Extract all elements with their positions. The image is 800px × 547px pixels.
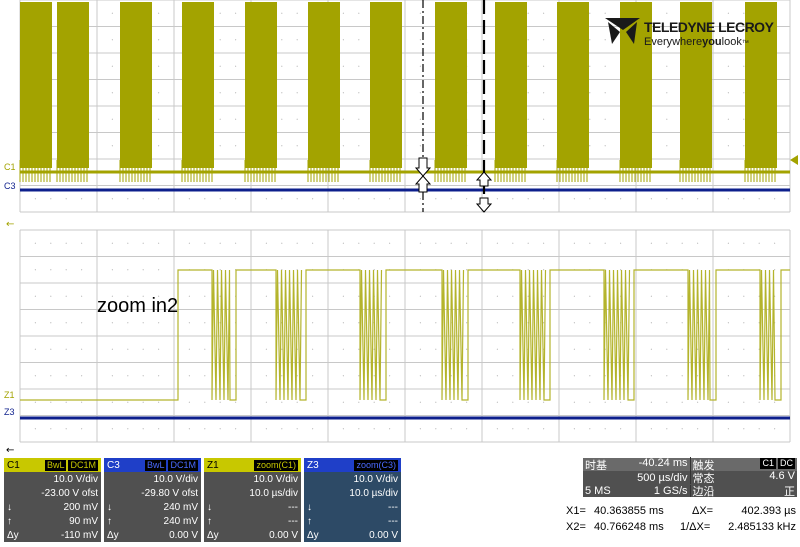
bottom-arrow-icon: ← xyxy=(6,445,14,456)
inv-dx-label: 1/ΔX= xyxy=(680,521,711,533)
brand-name: TELEDYNE LECROY xyxy=(644,19,775,35)
z1-channel-label: Z1 xyxy=(4,390,15,400)
cursor-down-label: ↓ xyxy=(7,501,12,513)
channel-offset: 10.0 µs/div xyxy=(349,487,398,499)
cursor-up-value: --- xyxy=(288,515,298,527)
channel-vdiv: 10.0 V/div xyxy=(353,473,398,485)
brand-tagline: Everywhereyoulook™ xyxy=(644,36,749,48)
timebase-per-div: 500 µs/div xyxy=(583,471,691,484)
x1-label: X1= xyxy=(566,505,586,517)
trigger-slope-label: 边沿 xyxy=(692,485,715,498)
channel-vdiv: 10.0 V/div xyxy=(153,473,198,485)
trigger-label: 触发 xyxy=(692,459,715,472)
channel-panel-c1[interactable]: C1 BwL DC1M 10.0 V/div -23.00 V ofst ↓ 200 mV ↑… xyxy=(4,458,101,542)
zoom-annotation: zoom in2 xyxy=(97,295,178,317)
x1-value: 40.363855 ms xyxy=(594,505,664,517)
channel-offset: -29.80 V ofst xyxy=(141,487,198,499)
channel-panel-z3[interactable]: Z3 zoom(C3) 10.0 V/div 10.0 µs/div ↓ --- ↑ --- Δ… xyxy=(304,458,401,542)
cursor-up-label: ↑ xyxy=(207,515,212,527)
delta-y-label: Δy xyxy=(207,529,219,541)
channel-name: Z3 xyxy=(307,459,319,471)
timebase-delay: -40.24 ms xyxy=(638,456,688,469)
cursor-up-value: --- xyxy=(388,515,398,527)
cursor-down-label: ↓ xyxy=(307,501,312,513)
delta-y-value: 0.00 V xyxy=(269,529,298,541)
delta-y-label: Δy xyxy=(107,529,119,541)
z3-channel-label: Z3 xyxy=(4,407,15,417)
channel-name: Z1 xyxy=(207,459,219,471)
cursor-up-value: 90 mV xyxy=(69,515,98,527)
timebase-rate: 1 GS/s xyxy=(653,484,688,497)
cursor-down-value: 200 mV xyxy=(63,501,98,513)
dx-value: 402.393 µs xyxy=(741,505,796,517)
trigger-level: 4.6 V xyxy=(769,469,795,482)
cursor-up-label: ↑ xyxy=(307,515,312,527)
bottom-grid xyxy=(19,229,791,443)
channel-panel-c3[interactable]: C3 BwL DC1M 10.0 V/div -29.80 V ofst ↓ 240 mV ↑… xyxy=(104,458,201,542)
cursor-up-value: 240 mV xyxy=(163,515,198,527)
channel-badge: zoom(C3) xyxy=(354,459,398,471)
cursor-down-value: --- xyxy=(388,501,398,513)
timebase-trigger-panel[interactable]: 时基 -40.24 ms 触发 C1 DC 500 µs/div 常态 4.6 V… xyxy=(583,456,797,498)
delta-y-label: Δy xyxy=(307,529,319,541)
channel-offset: 10.0 µs/div xyxy=(249,487,298,499)
top-arrow-icon: ← xyxy=(6,219,14,230)
channel-offset: -23.00 V ofst xyxy=(41,487,98,499)
channel-badge: DC1M xyxy=(68,459,98,471)
cursor-down-label: ↓ xyxy=(207,501,212,513)
delta-y-value: -110 mV xyxy=(60,529,98,541)
c1-trace xyxy=(19,2,790,182)
channel-panel-z1[interactable]: Z1 zoom(C1) 10.0 V/div 10.0 µs/div ↓ --- ↑ --- Δ… xyxy=(204,458,301,542)
cursor-up-label: ↑ xyxy=(107,515,112,527)
channel-name: C1 xyxy=(7,459,20,471)
cursor-down-value: --- xyxy=(288,501,298,513)
delta-y-value: 0.00 V xyxy=(369,529,398,541)
channel-badge: zoom(C1) xyxy=(254,459,298,471)
cursor-up-label: ↑ xyxy=(7,515,12,527)
trigger-level-marker[interactable] xyxy=(790,155,798,165)
channel-badge: BwL xyxy=(44,459,67,471)
x2-value: 40.766248 ms xyxy=(594,521,664,533)
timebase-memory: 5 MS xyxy=(585,484,611,497)
x2-label: X2= xyxy=(566,521,586,533)
channel-name: C3 xyxy=(107,459,120,471)
channel-vdiv: 10.0 V/div xyxy=(253,473,298,485)
z1-trace xyxy=(20,269,790,401)
channel-badge: BwL xyxy=(144,459,167,471)
delta-y-label: Δy xyxy=(7,529,19,541)
c1-channel-label: C1 xyxy=(4,162,16,172)
cursor-x1-arrows[interactable] xyxy=(414,157,432,193)
cursor-down-label: ↓ xyxy=(107,501,112,513)
channel-badge: DC1M xyxy=(168,459,198,471)
timebase-label: 时基 xyxy=(585,459,607,472)
trigger-source-badge: C1 xyxy=(760,457,776,469)
teledyne-logo-icon xyxy=(605,18,640,44)
dx-label: ΔX= xyxy=(692,505,714,517)
inv-dx-value: 2.485133 kHz xyxy=(728,521,796,533)
trigger-slope: 正 xyxy=(784,485,795,498)
channel-vdiv: 10.0 V/div xyxy=(53,473,98,485)
trigger-coupling-badge: DC xyxy=(778,457,795,469)
cursor-x2-arrows[interactable] xyxy=(475,171,493,213)
c3-channel-label: C3 xyxy=(4,181,16,191)
trigger-mode: 常态 xyxy=(692,472,715,485)
delta-y-value: 0.00 V xyxy=(169,529,198,541)
cursor-down-value: 240 mV xyxy=(163,501,198,513)
